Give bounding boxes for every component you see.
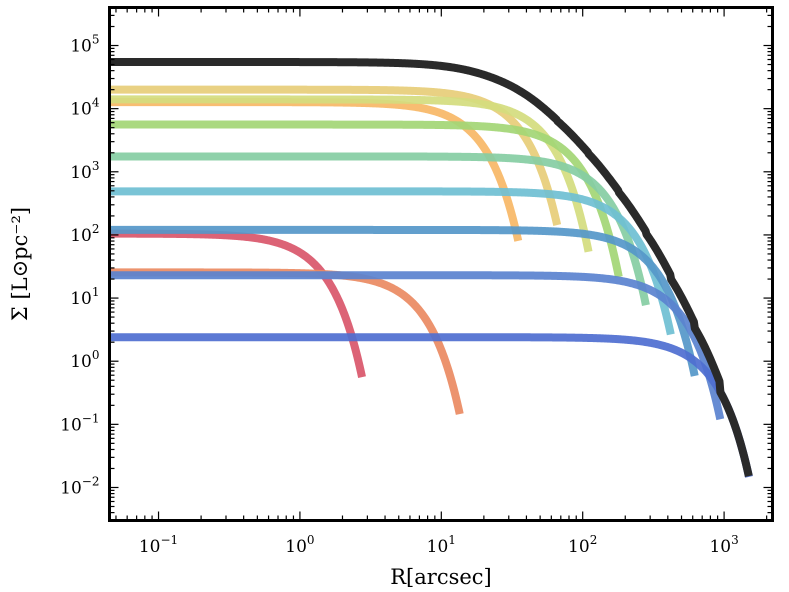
series-line-total — [109, 58, 753, 477]
series-line-7 — [109, 152, 650, 308]
y-tick-label: 102 — [70, 222, 99, 246]
series-line-6 — [109, 120, 623, 278]
x-axis-label: R[arcsec] — [390, 565, 491, 589]
y-tick-label: 105 — [70, 33, 99, 57]
y-tick-label: 10−2 — [60, 474, 99, 498]
x-tick-label: 101 — [427, 533, 456, 557]
y-tick-label: 100 — [70, 348, 99, 372]
plot-frame — [108, 6, 774, 522]
series-line-10 — [109, 271, 725, 421]
series-line-9 — [109, 225, 699, 377]
y-tick-label: 104 — [70, 96, 100, 120]
series-line-5 — [109, 95, 593, 253]
series-layer — [109, 58, 753, 481]
x-tick-label: 100 — [285, 533, 314, 557]
series-line-8 — [109, 187, 675, 336]
x-tick-label: 103 — [709, 533, 738, 557]
x-tick-label: 10−1 — [139, 533, 178, 557]
y-tick-label: 101 — [70, 285, 99, 309]
y-tick-label: 103 — [70, 159, 99, 183]
x-tick-label: 102 — [568, 533, 597, 557]
y-tick-label: 10−1 — [60, 411, 99, 435]
y-axis-label: Σ [L⊙pc⁻²] — [8, 207, 32, 321]
tick-layer: 10−1 100 101 102 103 10−2 10−1 100 101 102 103 104 1… — [60, 6, 773, 557]
series-line-11 — [109, 333, 753, 481]
plot-area — [109, 7, 773, 521]
